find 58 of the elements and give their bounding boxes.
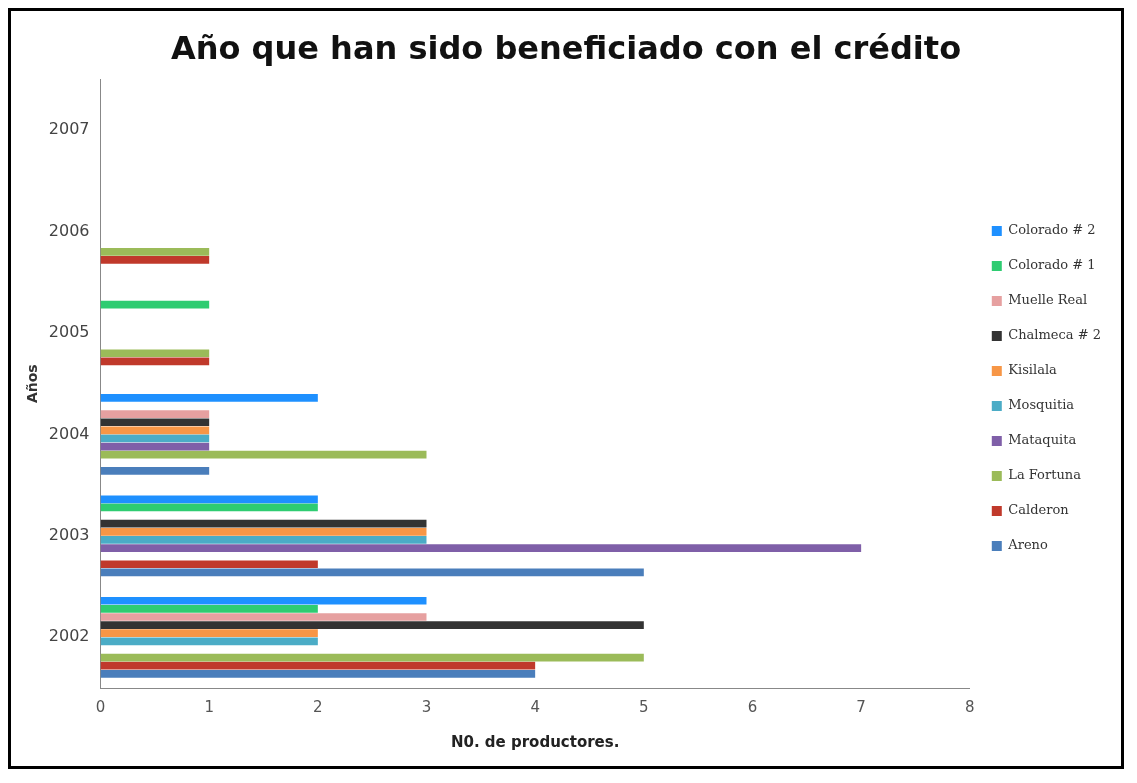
bar — [100, 629, 318, 638]
legend-label: Mataquita — [1008, 432, 1077, 448]
bar — [100, 613, 427, 621]
x-tick-label: 4 — [530, 697, 540, 716]
bar — [100, 568, 644, 577]
bar — [100, 653, 644, 662]
y-tick-label: 2004 — [48, 423, 90, 443]
bar — [100, 596, 427, 605]
bar — [100, 560, 318, 569]
x-axis-title: N0. de productores. — [450, 732, 620, 751]
y-tick-label: 2002 — [48, 626, 90, 646]
bar — [100, 495, 318, 504]
bar — [100, 536, 427, 544]
x-tick-label: 6 — [747, 697, 758, 716]
y-tick-label: 2003 — [48, 525, 90, 545]
bar — [100, 544, 862, 552]
bar — [100, 410, 210, 418]
bar — [100, 300, 210, 309]
bar — [100, 247, 210, 256]
bar — [100, 467, 210, 475]
bar — [100, 256, 210, 264]
legend-label: Chalmeca # 2 — [1008, 327, 1102, 343]
legend-label: Colorado # 2 — [1008, 222, 1096, 238]
bar — [100, 394, 318, 402]
legend-label: La Fortuna — [1008, 467, 1082, 483]
y-tick-label: 2006 — [48, 220, 90, 240]
legend-label: Colorado # 1 — [1008, 257, 1096, 273]
bar — [100, 519, 427, 528]
y-axis-title: Años — [24, 364, 41, 404]
bar — [100, 527, 427, 536]
bar — [100, 418, 210, 427]
x-tick-label: 5 — [639, 697, 649, 716]
bar — [100, 621, 644, 629]
x-tick-label: 7 — [856, 697, 866, 716]
bar — [100, 426, 210, 435]
x-tick-label: 2 — [313, 697, 323, 716]
bar — [100, 450, 427, 459]
x-tick-label: 0 — [95, 697, 106, 716]
legend-label: Muelle Real — [1008, 292, 1088, 308]
bar — [100, 503, 318, 512]
bar — [100, 669, 536, 678]
legend-label: Mosquitia — [1008, 397, 1075, 413]
x-tick-label: 3 — [421, 697, 432, 716]
legend-label: Calderon — [1008, 502, 1070, 518]
y-tick-label: 2007 — [48, 119, 90, 139]
y-tick-label: 2005 — [48, 322, 90, 342]
bar — [100, 661, 536, 670]
bar — [100, 637, 318, 646]
chart-title: Año que han sido beneficiado con el crédito — [170, 28, 962, 67]
x-tick-label: 8 — [965, 697, 975, 716]
legend-label: Areno — [1007, 537, 1048, 553]
legend-label: Kisilala — [1008, 362, 1058, 378]
bar — [100, 349, 210, 358]
bar — [100, 605, 318, 613]
x-tick-label: 1 — [204, 697, 214, 716]
bar — [100, 434, 210, 443]
bar — [100, 442, 210, 451]
bar — [100, 357, 210, 366]
